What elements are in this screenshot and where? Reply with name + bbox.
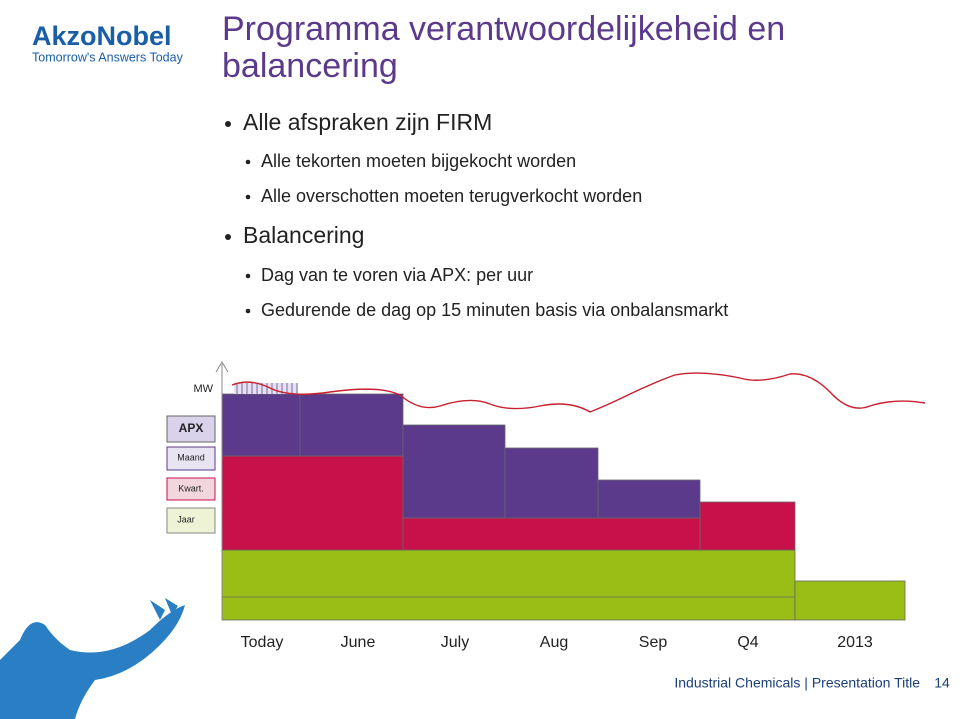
page-number: 14 (934, 675, 950, 691)
bullet-dot (245, 194, 251, 200)
load-curve (231, 372, 926, 413)
axis-label: MW (193, 383, 213, 395)
hatched-area (234, 383, 298, 394)
legend-label: Maand (177, 452, 205, 462)
block-apx (597, 479, 701, 519)
bullet-dot (245, 159, 251, 165)
legend-box (166, 477, 216, 501)
bullet-dot (245, 273, 251, 279)
title-line: balancering (222, 47, 398, 85)
sub-bullet: Alle overschotten moeten terugverkocht w… (261, 186, 642, 206)
sub-bullet: Gedurende de dag op 15 minuten basis via… (261, 300, 728, 320)
period-label: July (441, 634, 469, 651)
bullet-dot (225, 234, 231, 240)
bullet-list: Alle afspraken zijn FIRM Alle tekorten m… (225, 109, 728, 320)
period-label: Sep (639, 634, 668, 651)
legend-box (166, 415, 216, 443)
period-labels: Today June July Aug Sep Q4 2013 (241, 634, 873, 651)
period-label: June (341, 634, 376, 651)
logo-name: AkzoNobel (32, 21, 172, 51)
legend-label: APX (179, 421, 204, 435)
legend-box (166, 446, 216, 471)
period-label: Q4 (737, 634, 758, 651)
sub-bullet: Alle tekorten moeten bijgekocht worden (261, 151, 576, 171)
period-label: 2013 (837, 634, 873, 651)
block-apx (504, 447, 599, 519)
title-line: Programma verantwoordelijkeheid en (222, 10, 785, 48)
sub-bullet: Dag van te voren via APX: per uur (261, 265, 533, 285)
legend-label: Jaar (177, 514, 195, 524)
period-label: Aug (540, 634, 568, 651)
legend-label: Kwart. (178, 483, 204, 493)
block-year (794, 580, 906, 621)
logo-tagline: Tomorrow's Answers Today (32, 50, 184, 64)
block-apx (221, 393, 301, 457)
bullet: Balancering (243, 222, 364, 248)
block-apx (402, 424, 506, 519)
blocks (221, 383, 906, 621)
block-month (699, 501, 796, 551)
bullet-dot (225, 121, 231, 127)
bullet: Alle afspraken zijn FIRM (243, 109, 492, 135)
logo-figure (0, 598, 185, 719)
bullet-dot (245, 308, 251, 314)
block-month (402, 517, 701, 551)
block-year (221, 549, 796, 621)
period-label: Today (241, 634, 284, 651)
axis-arrow (215, 361, 229, 373)
block-apx (299, 393, 404, 457)
block-month (221, 455, 404, 551)
legend-box (166, 507, 216, 534)
footer-text: Industrial Chemicals | Presentation Titl… (674, 675, 920, 691)
